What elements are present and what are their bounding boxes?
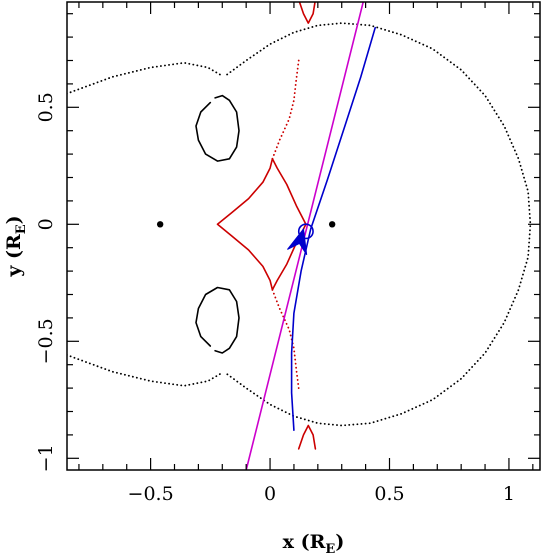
x-tick-label: 1 xyxy=(503,483,515,505)
series-critical-inner-upper xyxy=(195,94,240,162)
data-layer xyxy=(67,2,532,470)
series-caustic-lower-cusp xyxy=(297,424,317,450)
y-tick-label: −1 xyxy=(35,444,57,472)
lens-mass-point xyxy=(328,221,336,228)
x-axis-label: x (RE) xyxy=(283,531,345,555)
series-caustic-lower xyxy=(271,288,300,389)
series-critical-outer-2 xyxy=(226,22,532,427)
x-tick-label: 0 xyxy=(264,483,276,505)
labels-layer: −0.5 0 0.5 1 −1 −0.5 0 0.5 xyxy=(35,92,515,505)
trajectory-arrow xyxy=(287,227,308,256)
source-circle xyxy=(297,223,314,240)
y-tick-label: −0.5 xyxy=(35,318,57,364)
series-caustic-central xyxy=(216,158,307,291)
series-caustic-upper-cusp xyxy=(298,2,316,24)
lens-mass-point xyxy=(156,221,164,228)
series-critical-outer-3 xyxy=(67,354,221,387)
x-tick-label: 0.5 xyxy=(374,483,404,505)
ticks-layer xyxy=(67,2,540,470)
plot-frame xyxy=(66,1,541,471)
x-tick-label: −0.5 xyxy=(128,483,174,505)
y-tick-label: 0 xyxy=(35,218,57,230)
series-critical-inner-lower xyxy=(195,286,240,354)
series-caustic-upper xyxy=(271,59,300,160)
series-critical-outer xyxy=(67,61,221,95)
y-tick-label: 0.5 xyxy=(35,92,57,122)
y-axis-label: y (RE) xyxy=(3,215,29,277)
